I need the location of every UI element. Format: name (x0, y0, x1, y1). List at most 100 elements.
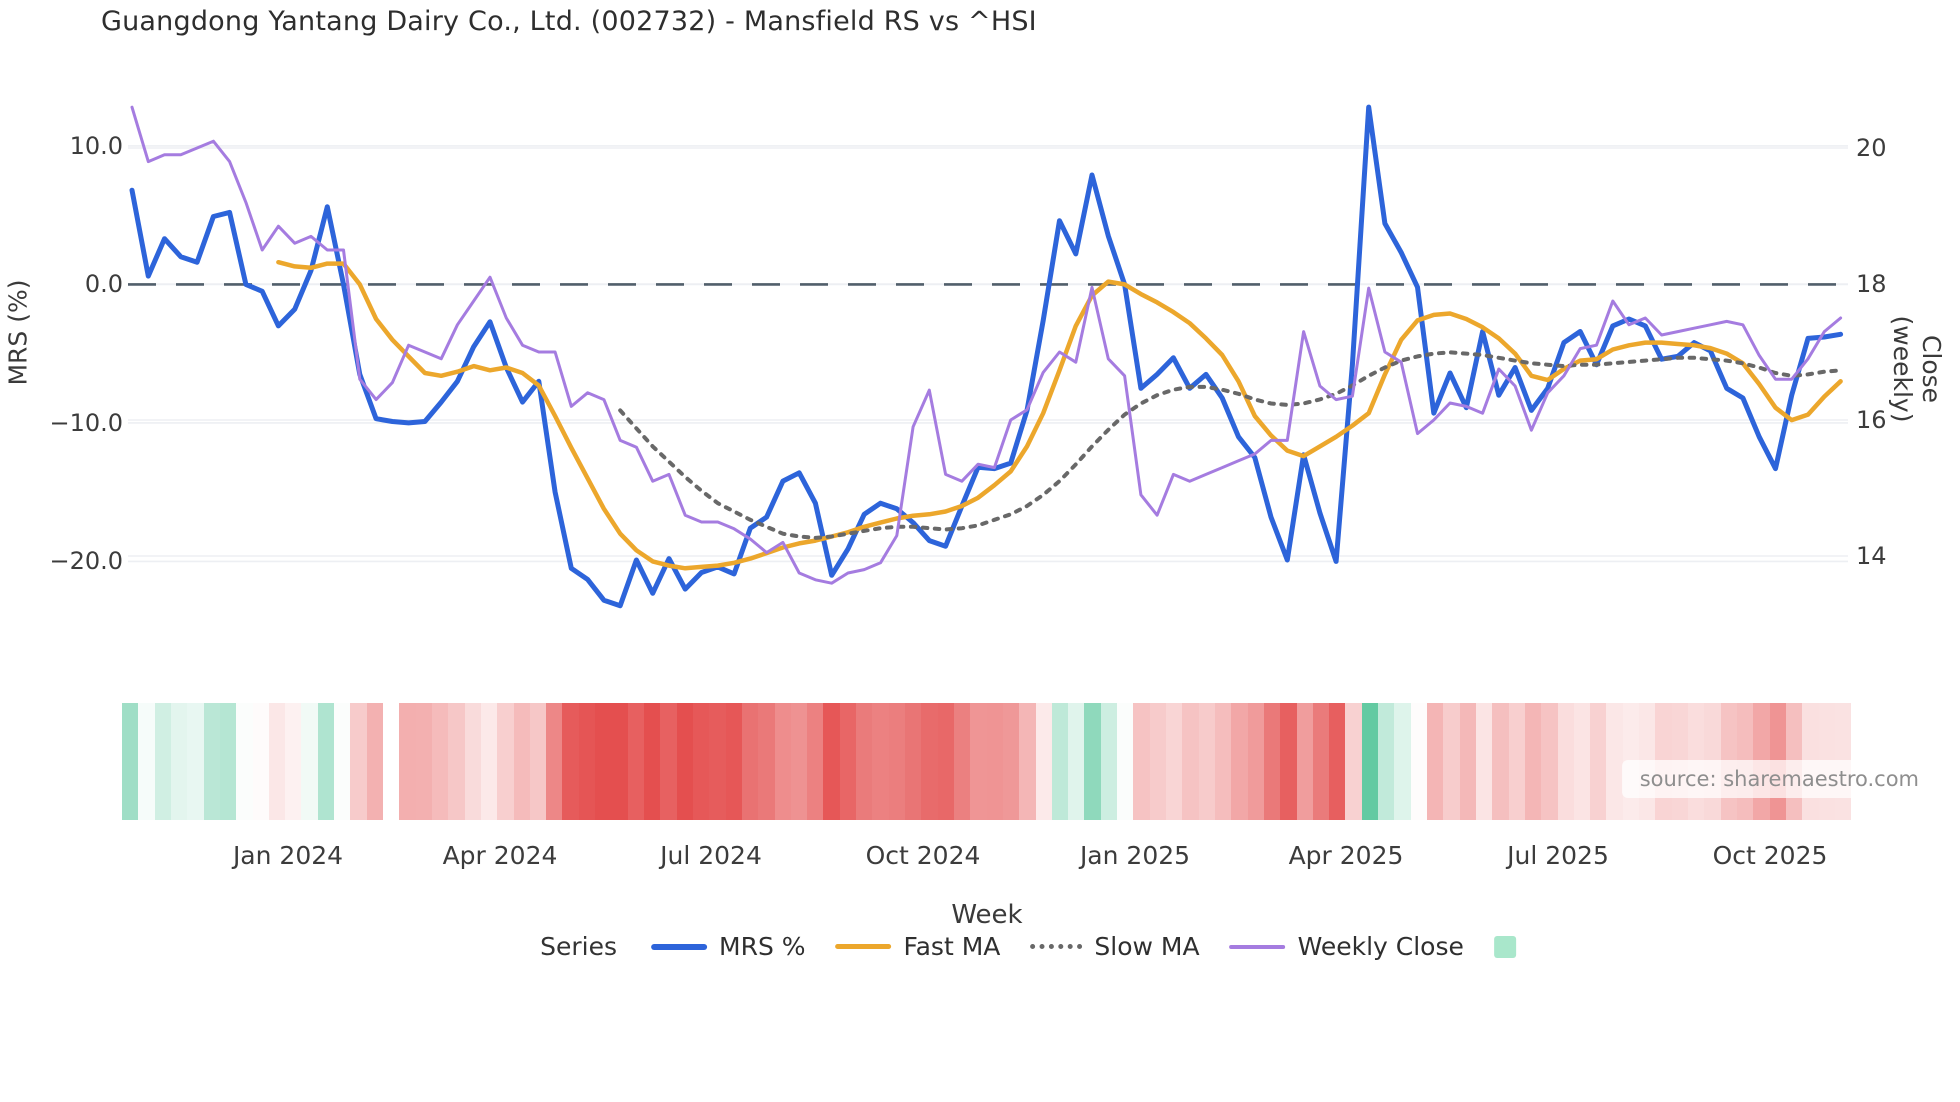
heatmap-cell (187, 703, 204, 820)
heatmap-cell (480, 703, 498, 820)
legend: Series MRS % Fast MA Slow MA Weekly Close (540, 932, 1516, 961)
heatmap-cell (1247, 703, 1264, 820)
heatmap-cell (334, 703, 351, 820)
heatmap-cell (399, 703, 416, 820)
series-line-mrs (129, 104, 1844, 609)
heatmap-cell (1214, 703, 1232, 820)
heatmap-cell (350, 703, 367, 820)
heatmap-cell (627, 703, 644, 820)
source-note: source: sharemaestro.com (1621, 760, 1937, 798)
heatmap-cell (660, 703, 677, 820)
heatmap-cell (1378, 703, 1395, 820)
heatmap-cell (611, 703, 628, 820)
heatmap-cell (1133, 703, 1150, 820)
heatmap-cell (1459, 703, 1476, 820)
heatmap-cell (529, 703, 547, 820)
heatmap-cell (203, 703, 220, 820)
legend-item-heatmap[interactable] (1493, 935, 1516, 958)
heatmap-cell (1573, 703, 1591, 820)
x-tick-label: Jan 2025 (1079, 841, 1191, 870)
x-tick-label: Oct 2024 (865, 841, 981, 870)
heatmap-cell (236, 703, 253, 820)
heatmap-cell (138, 703, 155, 820)
x-tick-label: Jan 2024 (232, 841, 344, 870)
y-right-tick-label: 20 (1856, 134, 1887, 162)
heatmap-cell (1019, 703, 1036, 820)
heatmap-cell (1296, 703, 1313, 820)
heatmap-cell (415, 703, 432, 820)
heatmap-cell (562, 703, 579, 820)
heatmap-cell (1443, 703, 1460, 820)
heatmap-cell (1541, 703, 1558, 820)
heatmap-cell (1149, 703, 1166, 820)
heatmap-cell (219, 703, 237, 820)
heatmap-cell (1557, 703, 1574, 820)
heatmap-cell (921, 703, 938, 820)
heatmap-cell (1166, 703, 1183, 820)
y-left-tick-label: −20.0 (49, 547, 123, 576)
legend-title: Series (540, 932, 618, 961)
legend-item-mrs[interactable]: MRS % (651, 932, 806, 961)
series-line-weekly-close (130, 105, 1843, 585)
heatmap-cell (122, 703, 139, 820)
y-right-tick-label: 14 (1856, 542, 1887, 570)
heatmap-cell (872, 703, 889, 820)
y-left-tick-label: −10.0 (49, 408, 123, 437)
heatmap-cell (497, 703, 514, 820)
heatmap-cell (268, 703, 286, 820)
heatmap-cell (431, 703, 449, 820)
heatmap-cell (725, 703, 742, 820)
heatmap-cell (1231, 703, 1248, 820)
heatmap-cell (252, 703, 269, 820)
heatmap-cell (692, 703, 710, 820)
legend-item-weekly-close[interactable]: Weekly Close (1229, 932, 1464, 961)
mrs-swatch-icon (651, 943, 708, 950)
heatmap-cell (1263, 703, 1281, 820)
heatmap-cell (1068, 703, 1085, 820)
heatmap-cell (953, 703, 971, 820)
heatmap-cell (970, 703, 987, 820)
heatmap-cell (856, 703, 873, 820)
heatmap-cell (1182, 703, 1199, 820)
heatmap-cell (1051, 703, 1069, 820)
heatmap-cell (774, 703, 791, 820)
heatmap-cell (1606, 703, 1623, 820)
heatmap-cell (676, 703, 693, 820)
heatmap-cell (1590, 703, 1607, 820)
y-axis-right-title: Close (weekly) (1888, 315, 1946, 423)
y-right-tick-label: 16 (1856, 406, 1887, 434)
heatmap-cell (1035, 703, 1052, 820)
heatmap-cell (1524, 703, 1542, 820)
heatmap-cell (807, 703, 824, 820)
heatmap-cell (285, 703, 302, 820)
heatmap-swatch-icon (1493, 935, 1516, 958)
x-tick-label: Oct 2025 (1712, 841, 1828, 870)
y-left-tick-label: 10.0 (69, 131, 123, 160)
heatmap-cell (1312, 703, 1330, 820)
heatmap-cell (513, 703, 530, 820)
heatmap-cell (1280, 703, 1297, 820)
legend-item-label: Fast MA (903, 932, 1001, 961)
legend-item-label: Slow MA (1094, 932, 1200, 961)
heatmap-cell (546, 703, 563, 820)
heatmap-strip (122, 703, 1852, 820)
fast-ma-swatch-icon (835, 943, 892, 950)
heatmap-cell (888, 703, 905, 820)
heatmap-cell (1475, 703, 1493, 820)
heatmap-cell (578, 703, 596, 820)
heatmap-cell (154, 703, 171, 820)
series-line-slow-ma (618, 350, 1843, 540)
legend-item-slow-ma[interactable]: Slow MA (1030, 932, 1200, 961)
heatmap-cell (937, 703, 954, 820)
heatmap-cell (1410, 703, 1427, 820)
heatmap-cell (823, 703, 840, 820)
heatmap-cell (758, 703, 775, 820)
heatmap-cell (317, 703, 335, 820)
heatmap-cell (644, 703, 661, 820)
heatmap-cell (1100, 703, 1118, 820)
y-right-tick-label: 18 (1856, 270, 1887, 298)
legend-item-fast-ma[interactable]: Fast MA (835, 932, 1001, 961)
heatmap-cell (905, 703, 922, 820)
